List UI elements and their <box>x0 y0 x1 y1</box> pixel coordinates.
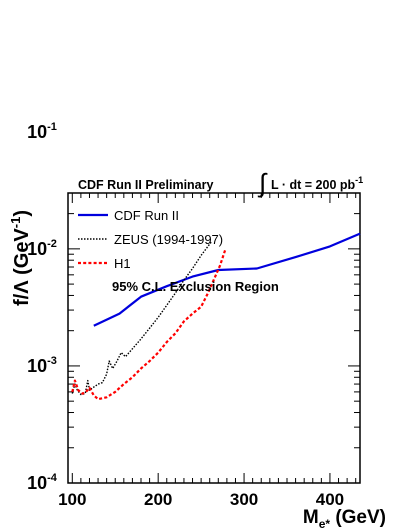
series-line-3 <box>71 249 227 401</box>
x-tick-label: 200 <box>144 490 172 509</box>
series-line-1 <box>93 232 361 327</box>
exclusion-annotation: 95% C.L. Exclusion Region <box>112 279 279 294</box>
legend-label-1: CDF Run II <box>114 208 179 223</box>
luminosity-label: L · dt = 200 pb-1 <box>271 175 363 192</box>
y-tick-label: 10-3 <box>27 355 57 376</box>
x-tick-label: 100 <box>58 490 86 509</box>
plot-area <box>67 192 361 484</box>
legend-label-2: ZEUS (1994-1997) <box>114 232 223 247</box>
y-tick-label: 10-2 <box>27 238 57 259</box>
x-tick-label: 300 <box>230 490 258 509</box>
plot-marks: 100 200 300 400 10-4 10-3 10-2 10-1 CDF Run II ZE… <box>8 121 386 530</box>
integral-symbol: ∫ <box>257 168 268 198</box>
legend-label-3: H1 <box>114 256 131 271</box>
y-axis-label: f/Λ (GeV-1) <box>8 210 33 306</box>
chart-title: CDF Run II Preliminary <box>78 178 213 192</box>
axes-frame <box>67 192 361 484</box>
x-tick-label: 400 <box>316 490 344 509</box>
y-tick-label: 10-1 <box>27 121 57 142</box>
x-axis-label: Me* (GeV) <box>303 507 386 530</box>
series-line-2 <box>71 241 212 396</box>
y-tick-label: 10-4 <box>27 472 58 493</box>
